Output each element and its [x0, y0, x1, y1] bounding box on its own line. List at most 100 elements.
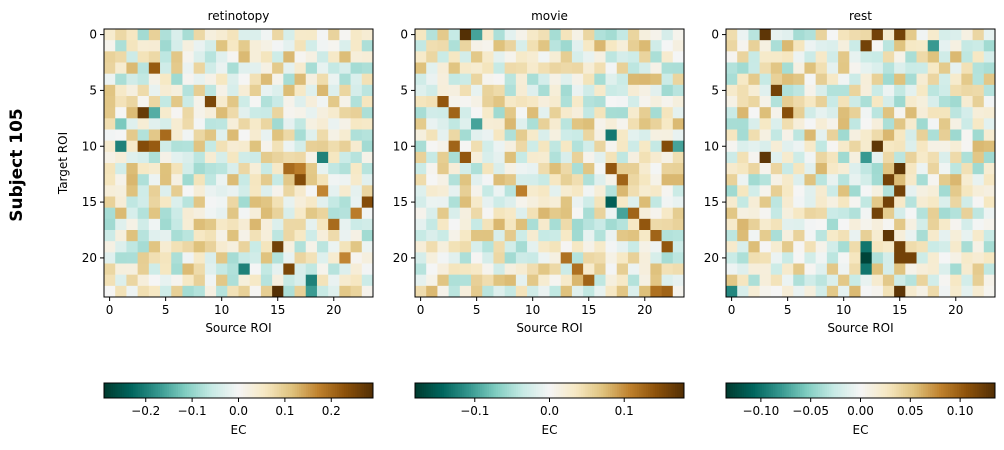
heatmap-cell [361, 96, 374, 108]
colorbar-segment [813, 383, 817, 398]
heatmap-cell [650, 274, 662, 287]
heatmap-cell [871, 230, 884, 242]
colorbar-segment [137, 383, 141, 398]
heatmap-cell [204, 174, 217, 186]
heatmap-cell [639, 252, 651, 264]
heatmap-cell [504, 51, 517, 63]
colorbar-segment [245, 383, 248, 398]
x-tick-label: 5 [162, 303, 170, 317]
x-tick-label: 20 [326, 303, 341, 317]
colorbar-segment [471, 383, 474, 398]
heatmap-cell [826, 196, 839, 209]
heatmap-cell [182, 174, 195, 186]
heatmap-cell [549, 118, 562, 130]
heatmap-cell [605, 263, 618, 276]
heatmap-cell [126, 96, 138, 108]
heatmap-cell [283, 174, 295, 186]
heatmap-cell [894, 107, 906, 119]
heatmap-cell [204, 29, 217, 41]
heatmap-cell [639, 107, 651, 119]
heatmap-cell [216, 174, 228, 186]
heatmap-cell [238, 129, 251, 142]
row-label: Subject 105 [7, 108, 27, 221]
heatmap-cell [627, 29, 640, 41]
heatmap-cell [361, 29, 374, 41]
heatmap-cell [905, 29, 917, 41]
heatmap-cell [137, 263, 150, 276]
heatmap-cell [882, 51, 895, 63]
heatmap-cell [171, 62, 183, 75]
heatmap-cell [905, 118, 917, 130]
heatmap-cell [950, 274, 962, 287]
heatmap-cell [515, 207, 528, 220]
heatmap-cell [838, 207, 850, 220]
heatmap-cell [493, 241, 506, 253]
heatmap-cell [160, 118, 172, 130]
heatmap-cell [594, 207, 606, 220]
heatmap-cell [294, 196, 307, 209]
heatmap-cell [849, 118, 861, 130]
heatmap-cell [571, 129, 584, 142]
heatmap-cell [894, 218, 906, 231]
colorbar-segment [860, 383, 864, 398]
heatmap-cell [938, 118, 951, 130]
colorbar-segment [287, 383, 291, 398]
heatmap-cell [104, 107, 116, 119]
colorbar-segment [981, 383, 985, 398]
heatmap-cell [650, 51, 662, 63]
colorbar-segment [826, 383, 830, 398]
heatmap-cell [227, 29, 239, 41]
colorbar-segment [623, 383, 627, 398]
heatmap-cell [459, 252, 472, 264]
heatmap-cell [560, 185, 573, 197]
heatmap-cell [726, 129, 738, 142]
heatmap-cell [972, 51, 985, 63]
colorbar-segment [610, 383, 613, 398]
heatmap-cell [793, 151, 805, 164]
heatmap-cell [193, 118, 206, 130]
heatmap-cell [583, 107, 595, 119]
heatmap-cell [437, 263, 449, 276]
heatmap-cell [826, 118, 839, 130]
heatmap-cell [527, 185, 539, 197]
colorbar-tick-label: −0.05 [792, 404, 829, 418]
heatmap-cell [639, 230, 651, 242]
heatmap-cell [737, 274, 749, 287]
heatmap-cell [594, 140, 606, 153]
heatmap-cell [137, 174, 150, 186]
heatmap-cell [482, 163, 494, 175]
heatmap-cell [361, 196, 374, 209]
heatmap-cell [759, 230, 772, 242]
heatmap-cell [126, 118, 138, 130]
heatmap-cell [616, 207, 629, 220]
heatmap-cell [459, 107, 472, 119]
heatmap-cell [983, 151, 996, 164]
heatmap-cell [193, 185, 206, 197]
heatmap-cell [493, 252, 506, 264]
heatmap-cell [294, 274, 307, 287]
colorbar-segment [428, 383, 432, 398]
colorbar-segment [918, 383, 922, 398]
heatmap-cell [260, 62, 273, 75]
y-tick-label: 20 [82, 251, 97, 265]
colorbar-segment [938, 383, 942, 398]
heatmap-cell [115, 196, 127, 209]
heatmap-cell [661, 163, 674, 175]
heatmap-cell [672, 140, 685, 153]
heatmap-cell [748, 40, 760, 52]
heatmap-cell [782, 96, 794, 108]
heatmap-cell [950, 185, 962, 197]
heatmap-cell [493, 151, 506, 164]
heatmap-cell [137, 118, 150, 130]
heatmap-cell [471, 29, 483, 41]
heatmap-cell [538, 96, 550, 108]
heatmap-cell [661, 207, 674, 220]
heatmap-cell [905, 107, 917, 119]
heatmap-cell [961, 185, 973, 197]
heatmap-cell [515, 140, 528, 153]
heatmap-cell [305, 140, 318, 153]
heatmap-cell [182, 285, 195, 298]
heatmap-cell [838, 230, 850, 242]
heatmap-cell [726, 241, 738, 253]
